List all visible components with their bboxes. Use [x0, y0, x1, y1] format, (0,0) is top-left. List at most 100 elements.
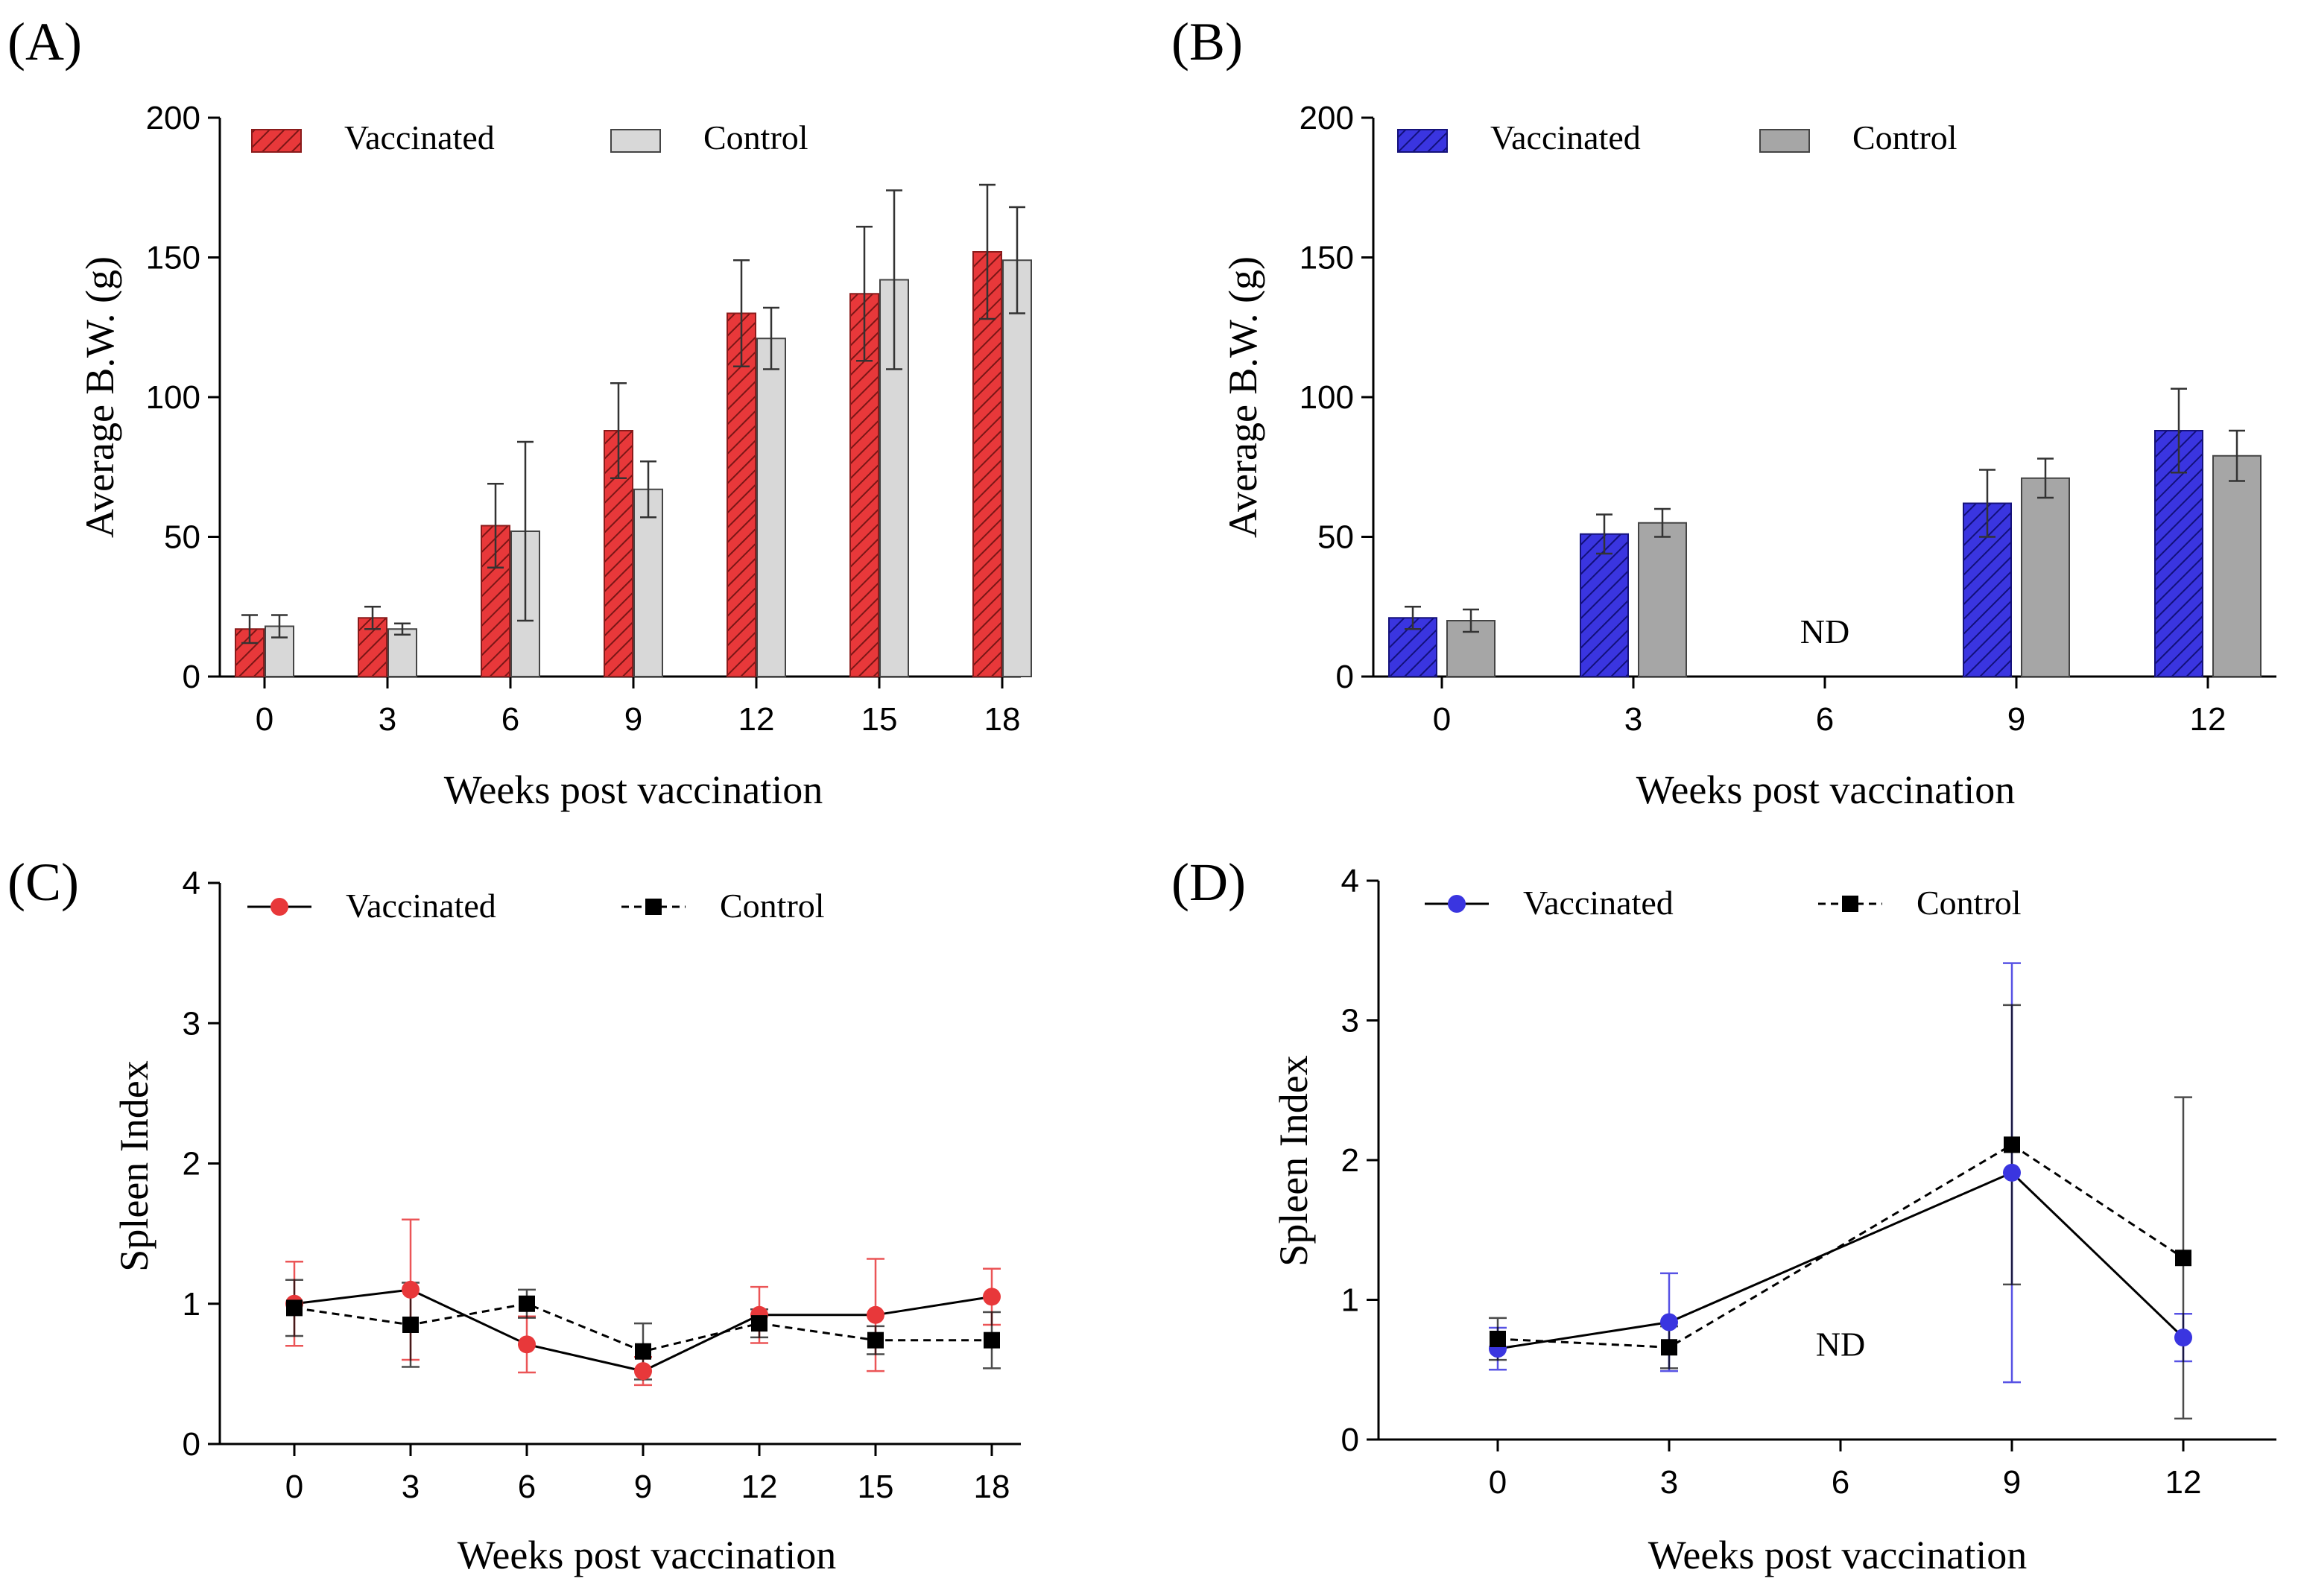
error-bar	[763, 306, 779, 370]
panel-label: (C)	[7, 852, 79, 912]
y-tick-label: 0	[1336, 659, 1354, 695]
legend-label: Vaccinated	[346, 887, 496, 925]
legend-label: Control	[1852, 118, 1957, 156]
legend-key	[1425, 895, 1489, 913]
legend-key	[1818, 896, 1882, 912]
panel-a: (A) 0 50 100 150 200 0 3 6 9 12 15 18 Weeks post vacc…	[7, 12, 1032, 812]
bar	[358, 617, 387, 677]
y-tick-label: 50	[164, 519, 200, 556]
error-bar	[1009, 206, 1025, 314]
data-point	[867, 1331, 884, 1349]
y-tick-label: 0	[183, 659, 200, 695]
data-point	[1490, 1331, 1506, 1347]
data-point	[1660, 1313, 1678, 1331]
error-bar	[2037, 457, 2054, 499]
y-tick-label: 3	[183, 1005, 200, 1042]
series-line	[1497, 1143, 2184, 1349]
y-axis-title: Average B.W. (g)	[77, 256, 122, 538]
data-point	[2175, 1250, 2191, 1267]
panel-label: (D)	[1171, 852, 1246, 912]
legend-label: Control	[703, 118, 808, 156]
error-bar	[856, 226, 873, 362]
x-tick-label: 12	[2165, 1464, 2202, 1501]
x-tick-label: 3	[1624, 701, 1642, 738]
x-tick-label: 0	[256, 701, 273, 738]
y-tick-label: 2	[183, 1146, 200, 1182]
x-tick-label: 9	[634, 1469, 652, 1505]
error-bar	[364, 606, 381, 630]
legend-label: Control	[1917, 884, 2022, 922]
data-point	[402, 1280, 420, 1299]
x-tick-label: 15	[858, 1469, 894, 1505]
legend-label: Vaccinated	[1523, 884, 1674, 922]
data-point	[867, 1305, 884, 1324]
data-point	[1661, 1339, 1677, 1356]
x-tick-label: 3	[1660, 1464, 1678, 1501]
x-tick-label: 12	[2190, 701, 2226, 738]
error-bar	[640, 460, 656, 519]
panel-label: (A)	[7, 12, 82, 72]
series-line	[1497, 1171, 2185, 1350]
error-bar	[394, 622, 411, 636]
x-tick-label: 18	[974, 1469, 1010, 1505]
y-tick-label: 4	[183, 865, 200, 902]
y-tick-label: 1	[183, 1286, 200, 1323]
data-point	[2003, 1163, 2021, 1182]
legend-key	[247, 898, 311, 916]
bar	[2212, 455, 2262, 677]
x-tick-label: 3	[402, 1469, 420, 1505]
x-tick-label: 9	[624, 701, 642, 738]
legend-label: Control	[720, 887, 825, 925]
error-bar	[979, 183, 996, 320]
data-point	[519, 1295, 535, 1312]
bar	[1580, 533, 1629, 677]
x-tick-label: 3	[379, 701, 396, 738]
error-bar	[1463, 608, 1479, 633]
y-axis-title: Spleen Index	[112, 1060, 156, 1271]
error-bar	[2171, 387, 2187, 474]
y-tick-label: 150	[146, 240, 200, 276]
data-point	[518, 1335, 536, 1354]
y-tick-label: 4	[1341, 863, 1359, 899]
error-bar	[1979, 469, 1995, 538]
y-axis-title: Spleen Index	[1271, 1055, 1316, 1266]
data-point	[634, 1362, 652, 1381]
legend-swatch	[1759, 129, 1810, 153]
data-point	[983, 1288, 1001, 1306]
legend-swatch	[251, 129, 302, 153]
bar	[1638, 522, 1687, 677]
y-tick-label: 1	[1341, 1282, 1359, 1319]
x-tick-label: 6	[1832, 1464, 1849, 1501]
bar	[633, 488, 663, 677]
y-tick-label: 100	[146, 379, 200, 416]
bar	[756, 338, 786, 677]
y-axis-title: Average B.W. (g)	[1221, 256, 1265, 538]
x-axis-title: Weeks post vaccination	[444, 767, 823, 812]
x-tick-label: 15	[861, 701, 898, 738]
error-bar	[517, 440, 534, 622]
error-bar	[1405, 606, 1421, 630]
x-tick-label: 18	[984, 701, 1021, 738]
legend-label: Vaccinated	[1490, 118, 1641, 156]
x-axis-title: Weeks post vaccination	[1636, 767, 2016, 812]
data-point	[2174, 1329, 2192, 1347]
error-bar	[2229, 429, 2245, 482]
error-bar	[610, 382, 627, 479]
legend-swatch	[1397, 129, 1448, 153]
x-tick-label: 12	[741, 1469, 778, 1505]
y-tick-label: 0	[183, 1426, 200, 1463]
data-point	[635, 1343, 651, 1360]
y-tick-label: 0	[1341, 1422, 1359, 1458]
x-tick-label: 9	[2003, 1464, 2021, 1501]
y-tick-label: 200	[146, 100, 200, 136]
data-point	[984, 1331, 1000, 1349]
x-tick-label: 0	[285, 1469, 303, 1505]
nd-label: ND	[1800, 612, 1849, 650]
y-tick-label: 50	[1317, 519, 1354, 556]
y-tick-label: 150	[1300, 240, 1354, 276]
legend-label: Vaccinated	[344, 118, 495, 156]
x-tick-label: 6	[501, 701, 519, 738]
panel-b: (B) 0 50 100 150 200 0 3 6 9 12 Weeks post vaccinat…	[1171, 12, 2276, 812]
